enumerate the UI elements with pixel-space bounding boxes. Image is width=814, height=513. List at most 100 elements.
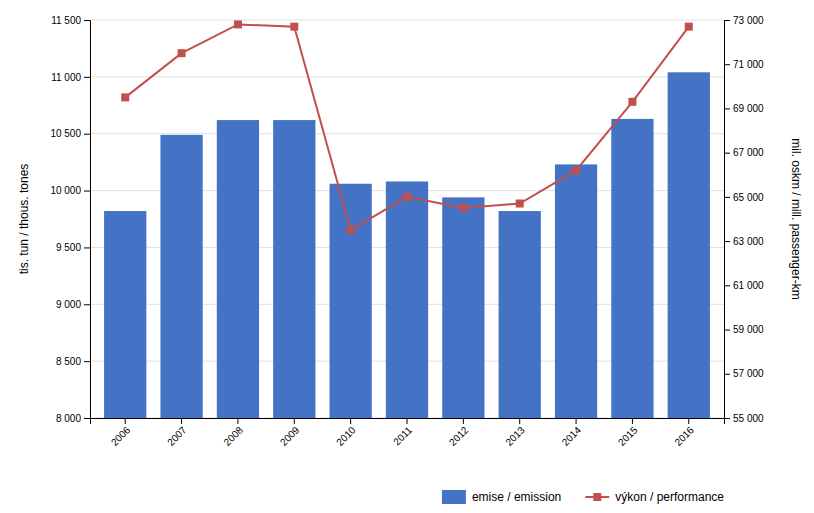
marker [347,226,355,234]
marker [628,98,636,106]
tick: 59 000 [724,324,764,335]
axis-line [91,419,725,425]
marker [178,49,186,57]
bar [668,72,710,418]
tick: 2010 [334,418,358,448]
tick: 10 500 [50,128,90,139]
marker [290,23,298,31]
tick: 2015 [616,418,640,448]
tick-label: 11 000 [51,72,81,83]
tick: 2012 [447,418,471,448]
tick-label: 2007 [165,424,189,448]
tick: 11 000 [51,72,90,83]
tick-label: 65 000 [733,192,764,203]
marker [459,204,467,212]
tick-label: 2006 [109,424,133,448]
tick-label: 2015 [616,424,640,448]
tick-mark [519,418,520,424]
line-series [121,20,693,234]
tick-mark [237,418,238,424]
tick-mark [294,418,295,424]
tick-label: 10 000 [50,185,81,196]
chart: 8 0008 5009 0009 50010 00010 50011 00011… [0,0,814,513]
legend-item: výkon / performance [585,490,724,504]
tick: 2009 [278,418,302,448]
tick-mark [632,418,633,424]
tick-mark [84,361,90,362]
bar [273,120,315,418]
grid-line [90,20,724,21]
tick-mark [576,418,577,424]
plot-area [104,20,710,418]
bar [330,184,372,418]
legend-marker [593,493,601,501]
tick-label: 71 000 [733,59,764,70]
tick: 57 000 [724,368,764,379]
tick: 61 000 [724,280,764,291]
bar [611,119,653,418]
tick-mark [181,418,182,424]
tick: 2016 [672,418,696,448]
tick-label: 59 000 [733,324,764,335]
legend-label: emise / emission [472,490,561,504]
legend-swatch [442,490,466,504]
tick-label: 69 000 [733,103,764,114]
tick: 2011 [391,418,414,447]
tick: 63 000 [724,236,764,247]
tick-label: 2013 [503,424,527,448]
legend-item: emise / emission [442,490,561,504]
tick-mark [350,418,351,424]
tick-mark [724,374,730,375]
tick-mark [463,418,464,424]
bar [104,211,146,418]
tick-label: 2016 [672,424,696,448]
tick-mark [724,108,730,109]
tick-label: 2014 [560,424,584,448]
x-axis: 2006 2007 2008 2009 2010 2011 2012 2013 2014 2015… [91,418,725,448]
tick: 8 000 [56,413,90,424]
tick-label: 2009 [278,424,302,448]
marker [403,193,411,201]
tick: 2007 [165,418,189,448]
marker [685,23,693,31]
tick-label: 55 000 [733,413,764,424]
bar [217,120,259,418]
tick-mark [724,153,730,154]
tick-label: 61 000 [733,280,764,291]
marker [572,166,580,174]
tick-mark [724,285,730,286]
bar [160,135,202,418]
tick-label: 10 500 [50,128,81,139]
tick-mark [84,77,90,78]
bar [442,197,484,418]
tick-label: 2008 [221,424,245,448]
bar [386,181,428,418]
grid-line [90,76,724,77]
bar [555,164,597,418]
tick: 69 000 [724,103,764,114]
marker [121,93,129,101]
grid [90,20,724,418]
tick-mark [84,304,90,305]
tick-label: 9 000 [56,299,81,310]
tick-mark [84,191,90,192]
tick: 73 000 [724,15,764,26]
tick: 55 000 [724,413,764,424]
tick-label: 2012 [447,424,471,448]
tick-label: 67 000 [733,147,764,158]
tick-label: 57 000 [733,368,764,379]
axis-line [725,21,731,419]
tick: 2014 [560,418,584,448]
tick-mark [84,247,90,248]
tick-label: 11 500 [51,15,81,26]
marker [516,200,524,208]
line [125,24,689,230]
tick-label: 2011 [391,424,414,447]
y-axis: 8 0008 5009 0009 50010 00010 50011 00011… [50,15,90,424]
tick-label: 73 000 [733,15,764,26]
tick-mark [724,330,730,331]
tick-label: 8 000 [56,413,81,424]
tick: 67 000 [724,147,764,158]
y-axis-title: tis. tun / thous. tones [17,164,31,275]
bar [499,211,541,418]
